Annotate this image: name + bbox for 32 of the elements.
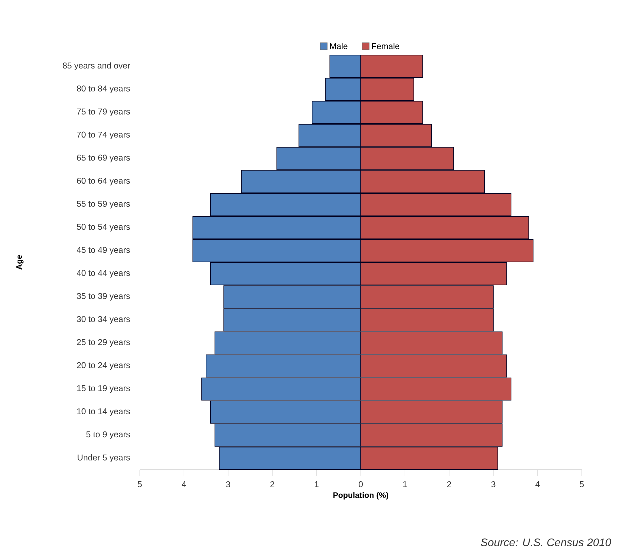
- legend-label: Female: [372, 43, 400, 50]
- x-tick-label: 0: [358, 482, 364, 488]
- y-tick-label: 40 to 44 years: [77, 270, 130, 278]
- y-tick-label: 35 to 39 years: [77, 293, 130, 301]
- y-tick-label: 20 to 24 years: [77, 362, 130, 370]
- y-tick-label: 45 to 49 years: [77, 247, 130, 255]
- y-tick-label: 5 to 9 years: [86, 432, 130, 440]
- x-tick-label: 4: [536, 482, 540, 488]
- y-tick-label: 25 to 29 years: [77, 339, 130, 348]
- y-tick-label: 50 to 54 years: [77, 224, 130, 232]
- y-tick-label: 55 to 59 years: [77, 201, 130, 209]
- x-tick-label: 4: [182, 482, 186, 488]
- x-tick-label: 2: [270, 482, 275, 488]
- y-tick-label: 10 to 14 years: [77, 408, 130, 416]
- x-tick-label: 5: [580, 482, 584, 488]
- y-tick-label: 15 to 19 years: [77, 385, 130, 394]
- x-tick-label: 1: [315, 482, 319, 488]
- y-tick-label: 65 to 69 years: [77, 154, 130, 163]
- legend-label: Male: [330, 43, 348, 50]
- x-tick-label: 5: [138, 482, 142, 488]
- source-note: Source: U.S. Census 2010: [481, 538, 612, 546]
- y-tick-label: 60 to 64 years: [77, 178, 130, 186]
- x-tick-label: 3: [226, 482, 230, 488]
- y-tick-label: 85 years and over: [63, 62, 130, 70]
- y-tick-label: 30 to 34 years: [77, 316, 130, 324]
- y-tick-label: 75 to 79 years: [77, 108, 130, 116]
- x-tick-label: 1: [403, 482, 408, 488]
- y-tick-label: Under 5 years: [78, 454, 130, 462]
- x-tick-label: 3: [492, 482, 496, 488]
- y-tick-label: 70 to 74 years: [77, 132, 130, 140]
- x-tick-label: 2: [447, 482, 452, 488]
- y-tick-label: 80 to 84 years: [77, 86, 130, 94]
